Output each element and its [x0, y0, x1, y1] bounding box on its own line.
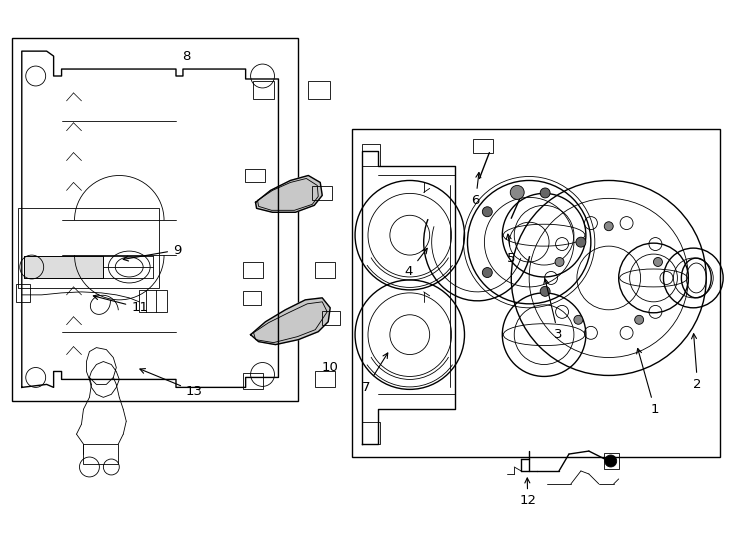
Circle shape — [482, 268, 493, 278]
Bar — [252, 81, 275, 99]
Bar — [16, 284, 30, 302]
Text: 11: 11 — [93, 295, 148, 314]
Text: 3: 3 — [544, 279, 562, 341]
Bar — [604, 453, 619, 469]
Bar — [312, 186, 333, 200]
Circle shape — [555, 258, 564, 266]
Circle shape — [653, 258, 662, 266]
Text: 6: 6 — [471, 172, 481, 207]
Circle shape — [605, 455, 617, 467]
Polygon shape — [255, 176, 322, 212]
Circle shape — [635, 315, 644, 325]
Polygon shape — [250, 298, 330, 345]
Bar — [139, 290, 167, 312]
Bar — [23, 256, 103, 278]
Bar — [243, 262, 263, 278]
Bar — [244, 168, 264, 183]
Text: 13: 13 — [140, 369, 203, 398]
Text: 4: 4 — [405, 248, 427, 279]
Circle shape — [482, 207, 493, 217]
Bar — [322, 311, 340, 325]
Bar — [12, 38, 298, 401]
Bar — [23, 256, 103, 278]
Circle shape — [540, 286, 550, 296]
Circle shape — [576, 237, 586, 247]
Text: 9: 9 — [123, 244, 181, 261]
Bar — [352, 129, 720, 457]
Bar — [362, 144, 380, 166]
Bar — [243, 374, 263, 389]
Bar — [316, 372, 335, 387]
Bar — [243, 291, 261, 305]
Circle shape — [510, 185, 524, 199]
Bar — [18, 208, 159, 288]
Text: 10: 10 — [321, 361, 338, 374]
Text: 2: 2 — [691, 334, 702, 391]
Bar — [84, 444, 118, 464]
Circle shape — [540, 188, 550, 198]
Bar — [473, 139, 493, 153]
Bar — [316, 262, 335, 278]
Text: 1: 1 — [636, 348, 659, 416]
Text: 5: 5 — [506, 234, 516, 265]
Bar — [308, 81, 330, 99]
Circle shape — [574, 315, 583, 325]
Text: 12: 12 — [519, 478, 537, 507]
Text: 7: 7 — [362, 353, 388, 394]
Text: 8: 8 — [182, 50, 190, 63]
Circle shape — [604, 222, 613, 231]
Bar — [362, 422, 380, 444]
